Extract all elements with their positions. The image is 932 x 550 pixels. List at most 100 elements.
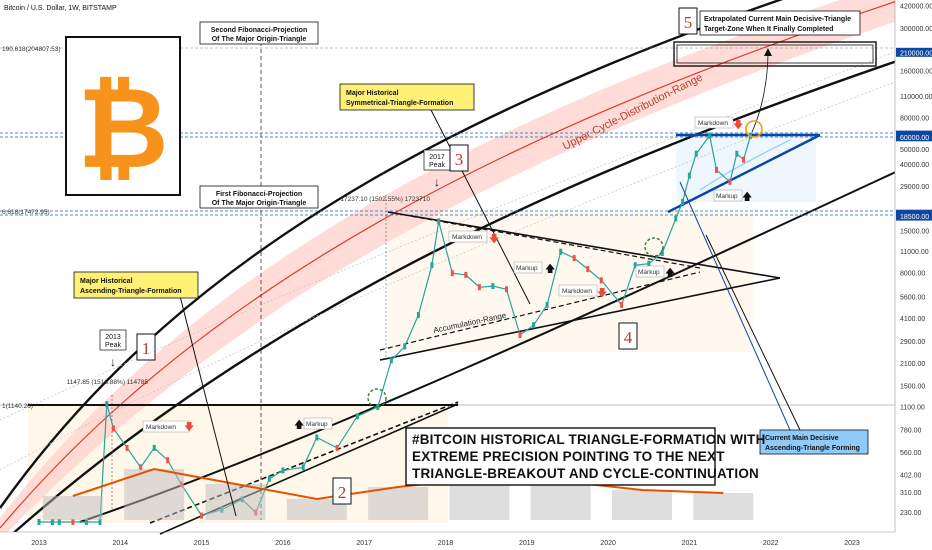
y-tick-label: 310.00 [900, 490, 922, 497]
price-candle [694, 150, 698, 157]
x-axis[interactable]: 2013 2014 2015 2016 2017 2018 2019 2020 2021 2022… [0, 531, 895, 547]
y-tick-label: 29000.00 [900, 184, 929, 191]
breakout-circle-2020 [644, 237, 664, 257]
price-candle [742, 156, 746, 163]
y-tick-label: 402.00 [900, 472, 922, 479]
price-candle [403, 343, 407, 350]
asc-tri-l1: Major Historical [80, 278, 133, 285]
x-tick-label: 2018 [438, 540, 454, 547]
markup-tag-3: Markup [638, 269, 660, 276]
y-tick-label: 300000.00 [900, 26, 932, 33]
price-candle [450, 270, 454, 277]
volume-bar [42, 496, 103, 520]
svg-text:🡅: 🡅 [545, 263, 555, 275]
price-candle [660, 249, 664, 256]
step-5: 5 [684, 13, 693, 32]
y-tick-label: 780.00 [900, 428, 922, 435]
y-tick-label: 560.00 [900, 450, 922, 457]
x-tick-label: 2021 [682, 540, 698, 547]
markup-markdown-tags: Markdown 🡇 Markup 🡅 Markdown 🡇 Markup 🡅 … [142, 116, 752, 433]
price-candle [518, 332, 522, 338]
breakout-circle [745, 120, 763, 138]
price-candle [389, 357, 393, 364]
price-candle [166, 457, 170, 464]
step-3: 3 [455, 150, 464, 169]
price-candle [715, 166, 718, 173]
peak2013-l1: 2013 [105, 334, 121, 341]
price-candle [464, 271, 468, 278]
fib-levels [0, 42, 895, 520]
markup-tag-4: Markup [716, 193, 738, 200]
price-candle [416, 312, 420, 318]
y-tick-label: 18500.00 [900, 214, 929, 221]
x-tick-label: 2016 [275, 540, 291, 547]
price-candle [267, 475, 271, 482]
fib-annotations: Second Fibonacci-Projection Of The Major… [2, 21, 319, 410]
peak2017-values: 17237.10 (1502.55%) 1723710 [340, 196, 430, 203]
x-tick-label: 2019 [519, 540, 535, 547]
markdown-tag-2: Markdown [452, 234, 482, 241]
fib2-title-l1: Second Fibonacci-Projection [211, 27, 307, 34]
target-title-l2: Target-Zone When It Finally Completed [704, 26, 833, 33]
price-candle [620, 301, 624, 308]
price-series [37, 132, 752, 525]
price-candle [633, 262, 637, 269]
symbol-header: Bitcoin / U.S. Dollar, 1W, BITSTAMP [4, 5, 117, 12]
y-tick-label: 40000.00 [900, 162, 929, 169]
x-tick-label: 2022 [763, 540, 779, 547]
y-tick-label: 110000.00 [900, 94, 932, 101]
x-tick-label: 2014 [113, 540, 129, 547]
price-candle [376, 404, 380, 410]
price-candle [586, 266, 590, 273]
svg-text:🡅: 🡅 [742, 191, 752, 203]
price-candle [674, 215, 678, 222]
peak2017-l1: 2017 [429, 154, 445, 161]
price-candle [112, 425, 115, 432]
price-candle [355, 413, 359, 420]
y-tick-label: 420000.00 [900, 4, 932, 11]
peak2013-values: 1147.85 (1516.88%) 114785 [67, 379, 149, 386]
current-triangle-callout: Current Main Decisive Ascending-Triangle… [759, 429, 869, 455]
sym-tri-l1: Major Historical [346, 90, 399, 97]
fib1-label: 6.618(17472.95) [2, 209, 50, 216]
headline-l1: #BITCOIN HISTORICAL TRIANGLE-FORMATION W… [412, 432, 766, 447]
price-candle [105, 401, 109, 408]
price-candle [681, 198, 685, 205]
y-tick-label: 60000.00 [900, 135, 929, 142]
markdown-tag-1: Markdown [146, 424, 176, 431]
y-tick-label: 4100.00 [900, 316, 925, 323]
sym-tri-l2: Symmetrical-Triangle-Formation [346, 100, 453, 107]
target-title-l1: Extrapolated Current Main Decisive-Trian… [704, 16, 851, 23]
svg-text:↓: ↓ [110, 355, 116, 369]
step-1: 1 [142, 339, 151, 358]
price-candle [572, 255, 576, 262]
y-tick-label: 15000.00 [900, 228, 929, 235]
volume-bar [368, 487, 429, 520]
svg-text:🡅: 🡅 [294, 419, 304, 431]
y-tick-highlight [896, 211, 932, 221]
price-candle [532, 322, 536, 329]
y-tick-label: 160000.00 [900, 69, 932, 76]
price-candle [599, 277, 603, 284]
price-candle [301, 464, 305, 471]
fib1-title-l2: Of The Major Origin-Triangle [212, 200, 307, 207]
y-tick-label: 230.00 [900, 510, 922, 517]
svg-text:🡇: 🡇 [733, 119, 743, 131]
price-candle [735, 150, 739, 157]
markup-tag-2: Markup [516, 265, 538, 272]
volume-ma-line [72, 467, 724, 501]
fib1-title-l1: First Fibonacci-Projection [216, 191, 302, 198]
target-zone[interactable] [673, 41, 877, 67]
price-candle [152, 444, 156, 451]
price-candle [687, 172, 691, 179]
price-candle [437, 218, 441, 225]
callout-pointers [179, 107, 801, 517]
volume-bar [286, 499, 347, 520]
target-arrow [751, 51, 769, 133]
price-candle [37, 519, 41, 525]
markup-tag-1: Markup [306, 421, 328, 428]
price-candle [491, 283, 495, 290]
price-candle [125, 444, 129, 451]
y-axis[interactable]: 420000.00 300000.00 210000.00 160000.00 1100… [894, 0, 932, 532]
